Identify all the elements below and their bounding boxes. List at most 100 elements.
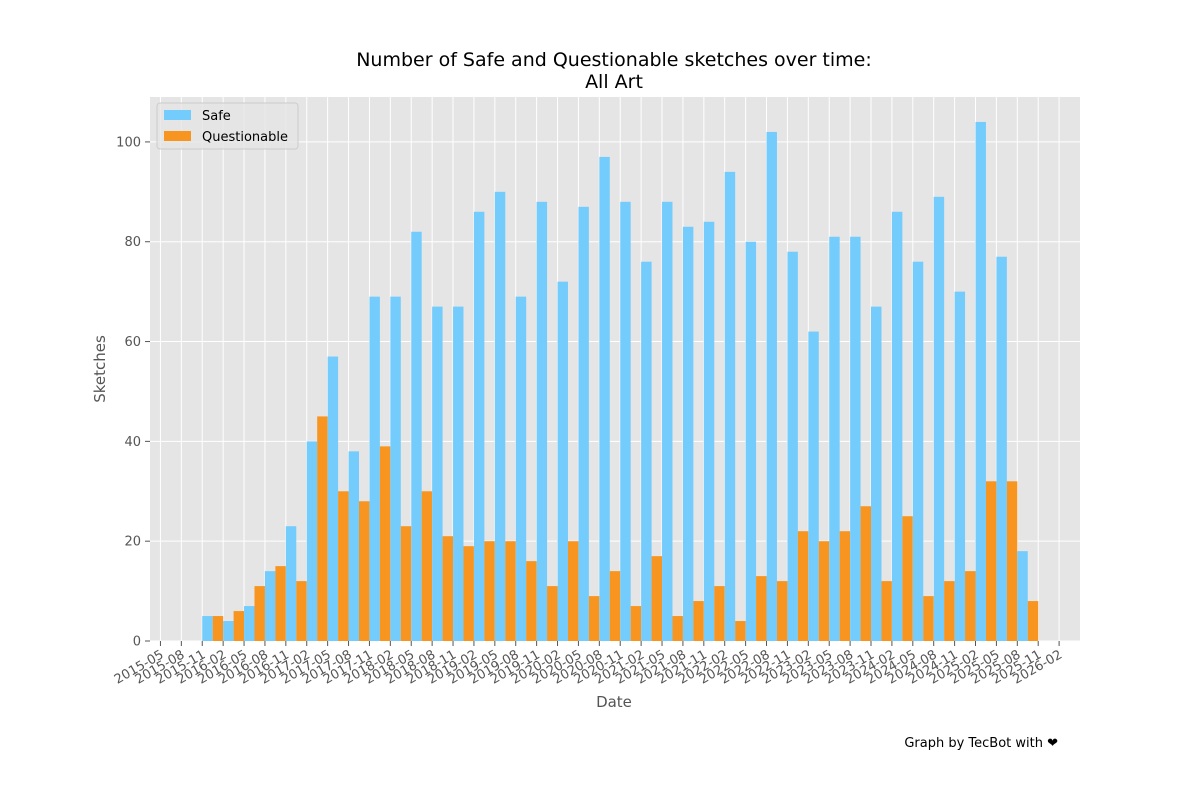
chart-title: Number of Safe and Questionable sketches… (356, 49, 872, 71)
bar-questionable (923, 596, 934, 641)
bar-questionable (1027, 601, 1039, 641)
bar-safe (829, 236, 840, 642)
bar-questionable (484, 541, 495, 641)
legend-swatch (164, 131, 191, 141)
bar-safe (306, 441, 318, 641)
bar-questionable (275, 566, 286, 641)
bar-safe (766, 131, 777, 641)
y-tick-label: 0 (133, 635, 141, 650)
bar-safe (244, 606, 255, 641)
bar-safe (682, 226, 694, 641)
bar-questionable (735, 621, 746, 641)
y-tick-label: 40 (124, 435, 141, 450)
bar-safe (912, 261, 924, 641)
bar-questionable (985, 481, 997, 641)
legend-label: Safe (202, 109, 231, 124)
bar-questionable (860, 506, 872, 641)
bar-safe (599, 156, 610, 642)
bar-questionable (379, 446, 391, 641)
bar-questionable (442, 536, 454, 641)
bar-questionable (547, 586, 558, 641)
bar-safe (369, 296, 380, 641)
bar-questionable (296, 581, 307, 641)
bar-safe (891, 211, 903, 641)
y-tick-label: 100 (116, 135, 141, 150)
bar-safe (850, 236, 861, 642)
bar-safe (390, 296, 401, 641)
bar-safe (578, 206, 589, 642)
bar-safe (641, 261, 652, 641)
credit-text: Graph by TecBot with ❤ (904, 736, 1058, 751)
bar-safe (808, 331, 819, 641)
bar-questionable (902, 516, 913, 641)
bar-questionable (212, 616, 224, 641)
legend: Safe Questionable (156, 102, 299, 150)
bar-safe (473, 211, 485, 641)
bar-questionable (630, 606, 642, 641)
bar-safe (954, 291, 966, 641)
bar-questionable (651, 556, 663, 641)
bar-questionable (1006, 481, 1018, 641)
bar-questionable (693, 601, 704, 641)
bar-questionable (567, 541, 579, 641)
bar-questionable (818, 541, 830, 641)
bar-safe (745, 241, 757, 641)
bar-questionable (421, 491, 433, 641)
y-tick-label: 80 (124, 235, 141, 250)
bar-safe (662, 201, 673, 641)
bar-questionable (505, 541, 516, 641)
bar-safe (285, 526, 297, 641)
bar-questionable (714, 586, 725, 641)
bar-safe (536, 201, 548, 641)
bar-questionable (672, 616, 683, 641)
bar-questionable (609, 571, 621, 641)
bar-questionable (965, 571, 976, 641)
bar-safe (620, 201, 631, 641)
bar-safe (223, 621, 234, 641)
bar-questionable (756, 576, 767, 641)
bar-safe (933, 196, 945, 641)
bar-questionable (588, 596, 600, 641)
bar-safe (975, 121, 986, 642)
bar-safe (264, 571, 276, 641)
axes: 0204060801002015-052015-082015-112016-02… (112, 135, 1065, 687)
bar-questionable (881, 581, 892, 641)
bar-questionable (233, 611, 245, 641)
legend-box (156, 102, 299, 150)
bar-safe (787, 251, 798, 642)
bar-questionable (776, 581, 788, 641)
bars (202, 121, 1039, 642)
plot-area (150, 97, 1080, 641)
bar-safe (871, 306, 882, 641)
bar-safe (557, 281, 568, 641)
y-tick-label: 20 (124, 535, 141, 550)
bar-safe (453, 306, 464, 641)
bar-safe (494, 191, 506, 641)
chart-subtitle: All Art (585, 71, 643, 93)
bar-safe (724, 171, 736, 642)
bar-questionable (317, 416, 328, 641)
x-axis-label: Date (596, 693, 632, 711)
bar-questionable (254, 586, 265, 641)
bar-questionable (944, 581, 955, 641)
y-tick-label: 60 (124, 335, 141, 350)
bar-questionable (338, 491, 349, 641)
bar-questionable (839, 531, 851, 641)
y-axis-label: Sketches (91, 335, 109, 403)
bar-safe (411, 231, 422, 641)
bar-safe (202, 616, 213, 641)
bar-safe (1017, 551, 1028, 641)
bar-safe (515, 296, 527, 641)
bar-safe (327, 356, 339, 641)
bar-safe (703, 221, 715, 642)
bar-safe (996, 256, 1007, 641)
bar-safe (432, 306, 443, 641)
legend-label: Questionable (202, 130, 288, 145)
bar-questionable (463, 546, 474, 641)
bar-questionable (358, 501, 370, 641)
bar-questionable (526, 561, 537, 641)
bar-questionable (400, 526, 412, 641)
legend-swatch (164, 110, 191, 120)
bar-safe (348, 451, 359, 641)
